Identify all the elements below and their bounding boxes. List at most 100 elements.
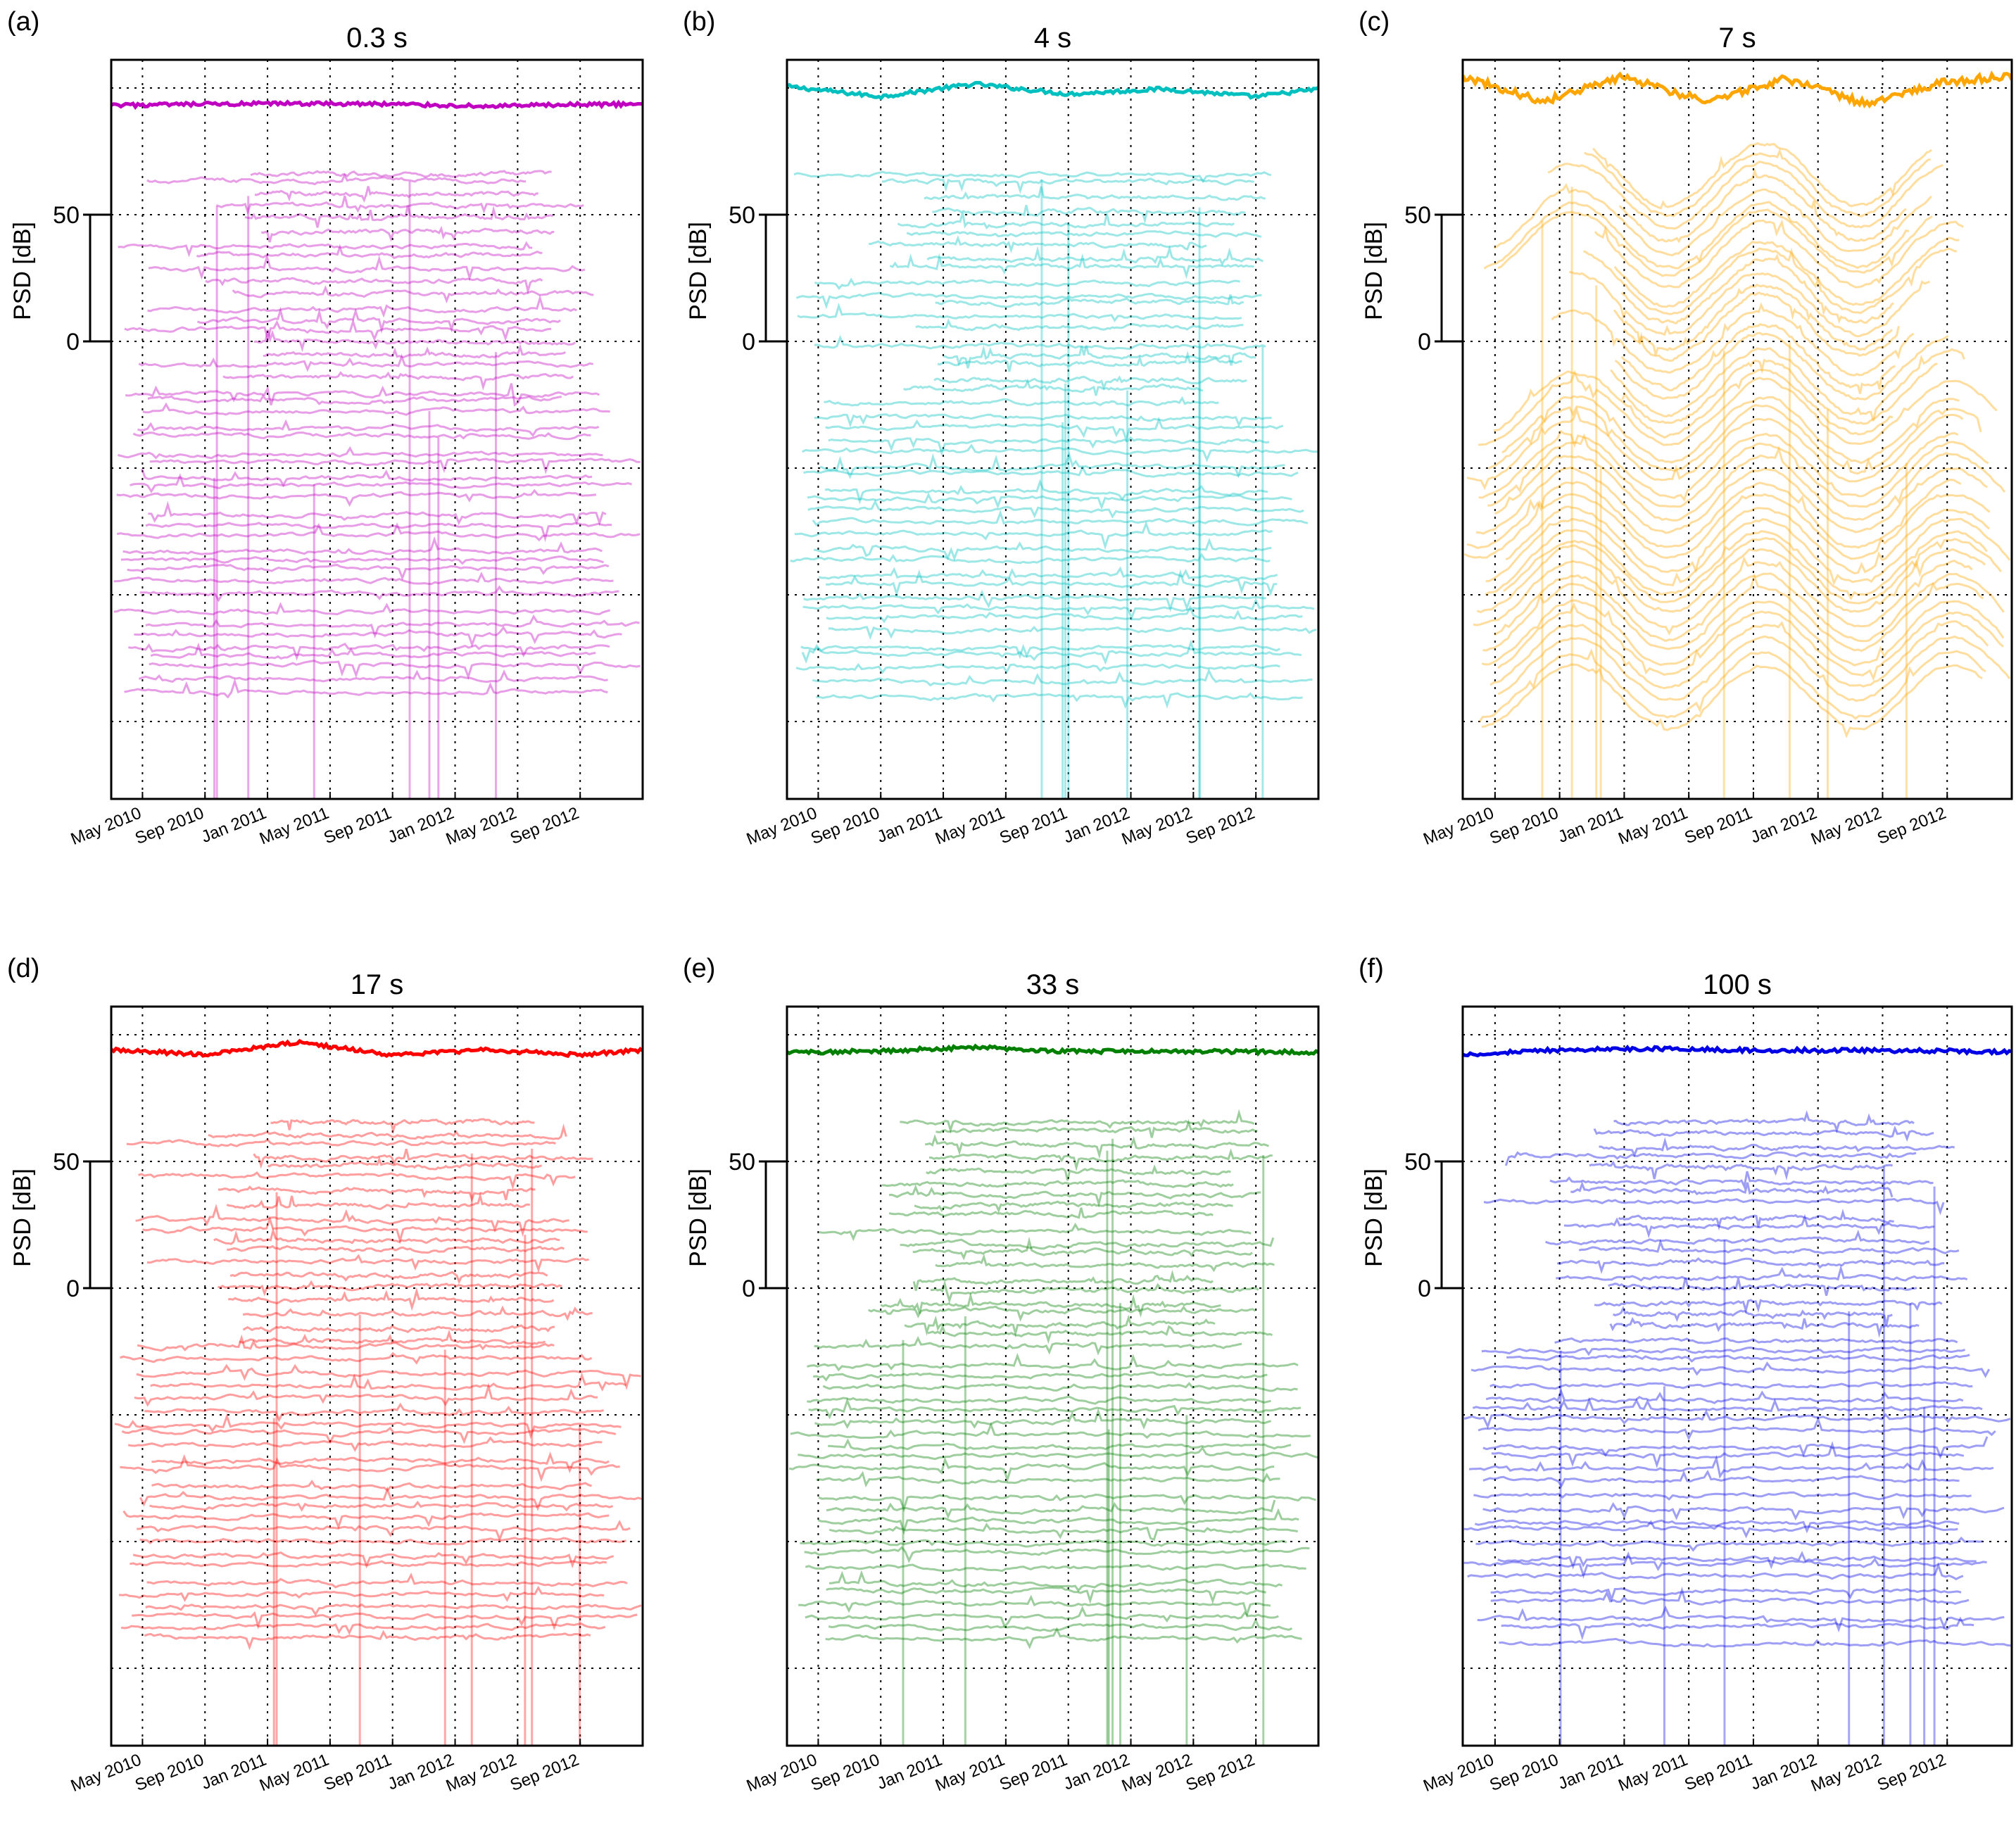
station-trace — [1623, 291, 1900, 363]
station-trace — [1463, 493, 1991, 560]
x-tick-label: May 2010 — [744, 1751, 820, 1796]
panel-label: (e) — [683, 954, 715, 983]
y-axis-label: PSD [dB] — [9, 1168, 36, 1267]
station-trace — [790, 553, 1271, 565]
panel-title: 33 s — [1026, 969, 1080, 1000]
station-trace — [935, 1119, 1258, 1138]
station-trace — [790, 1421, 1311, 1439]
station-trace — [797, 302, 1242, 322]
station-trace — [134, 1382, 598, 1407]
station-trace — [215, 195, 584, 215]
x-tick-label: May 2011 — [1615, 1751, 1690, 1796]
station-trace — [126, 1138, 556, 1147]
station-trace — [146, 1573, 628, 1589]
station-trace — [127, 1436, 603, 1452]
station-trace — [1505, 505, 1991, 575]
station-trace — [270, 1118, 535, 1135]
scale-label-0: 0 — [66, 1275, 80, 1302]
station-trace — [888, 1184, 1261, 1208]
station-trace — [132, 1611, 638, 1631]
station-traces — [1463, 141, 2011, 799]
station-trace — [933, 375, 1247, 391]
scale-label-50: 50 — [729, 202, 755, 229]
station-trace — [1485, 517, 2011, 586]
station-trace — [138, 353, 594, 372]
scale-label-50: 50 — [729, 1149, 755, 1176]
station-trace — [113, 602, 611, 616]
x-tick-label: Sep 2010 — [1487, 804, 1561, 849]
station-trace — [244, 205, 554, 228]
x-tick-label: Sep 2011 — [997, 1751, 1070, 1795]
station-trace — [1592, 141, 1932, 210]
station-trace — [114, 1413, 622, 1439]
x-tick-label: Sep 2012 — [1183, 1751, 1257, 1796]
station-trace — [882, 177, 1254, 194]
station-trace — [137, 1519, 631, 1542]
station-trace — [1466, 478, 1962, 550]
station-trace — [150, 642, 596, 660]
scale-label-0: 0 — [1418, 329, 1431, 355]
station-trace — [148, 253, 586, 282]
station-trace — [118, 1585, 605, 1603]
x-tick-label: May 2012 — [1119, 1751, 1195, 1796]
station-trace — [1504, 1151, 1917, 1166]
station-trace — [935, 294, 1244, 308]
x-tick-label: Jan 2012 — [385, 804, 457, 847]
station-trace — [814, 413, 1272, 428]
panel-label: (c) — [1359, 7, 1390, 37]
station-trace — [1554, 1337, 1958, 1344]
x-tick-label: Sep 2011 — [1682, 1751, 1755, 1795]
station-trace — [1594, 219, 1964, 289]
station-trace — [229, 1271, 548, 1285]
station-trace — [136, 1363, 641, 1390]
station-trace — [904, 1314, 1216, 1338]
station-trace — [239, 1329, 546, 1346]
station-trace — [1497, 1551, 1977, 1570]
station-trace — [829, 1570, 1283, 1593]
station-trace — [145, 522, 612, 543]
station-trace — [1472, 1397, 1983, 1413]
station-trace — [150, 1372, 627, 1392]
x-tick-label: Jan 2012 — [1748, 804, 1820, 847]
station-trace — [1556, 1264, 1968, 1282]
station-trace — [906, 230, 1262, 239]
station-trace — [1478, 370, 1998, 446]
x-tick-label: Jan 2011 — [874, 1751, 945, 1794]
station-trace — [1477, 1605, 2005, 1633]
station-trace — [124, 678, 608, 699]
reference-series-line — [111, 99, 643, 111]
station-trace — [1589, 1160, 1894, 1181]
station-trace — [144, 1630, 591, 1651]
station-trace — [1467, 1562, 1964, 1580]
station-trace — [208, 1123, 567, 1140]
station-trace — [1485, 529, 1988, 600]
station-trace — [116, 489, 597, 508]
station-trace — [803, 465, 1299, 478]
station-trace — [818, 566, 1278, 581]
x-tick-label: May 2012 — [443, 1751, 519, 1796]
station-trace — [227, 1244, 565, 1254]
station-trace — [1481, 1346, 1966, 1356]
station-trace — [1482, 572, 1984, 653]
station-trace — [807, 1352, 1299, 1372]
plot-frame — [110, 1005, 644, 1747]
panel-label: (a) — [7, 7, 39, 37]
station-trace — [1491, 1441, 1965, 1469]
station-trace — [1551, 302, 1915, 377]
station-trace — [205, 277, 543, 296]
station-trace — [1463, 1520, 1958, 1539]
station-trace — [1494, 368, 1894, 439]
panel-title: 0.3 s — [346, 23, 408, 53]
station-trace — [138, 669, 608, 683]
station-trace — [1494, 572, 2005, 643]
station-trace — [812, 510, 1309, 527]
station-trace — [888, 1207, 1214, 1219]
station-trace — [120, 1454, 620, 1482]
x-tick-label: Jan 2011 — [1556, 1751, 1626, 1794]
station-trace — [800, 1539, 1287, 1548]
station-trace — [1482, 1469, 1960, 1488]
x-tick-label: May 2010 — [744, 804, 820, 850]
x-tick-label: Sep 2011 — [997, 804, 1070, 848]
